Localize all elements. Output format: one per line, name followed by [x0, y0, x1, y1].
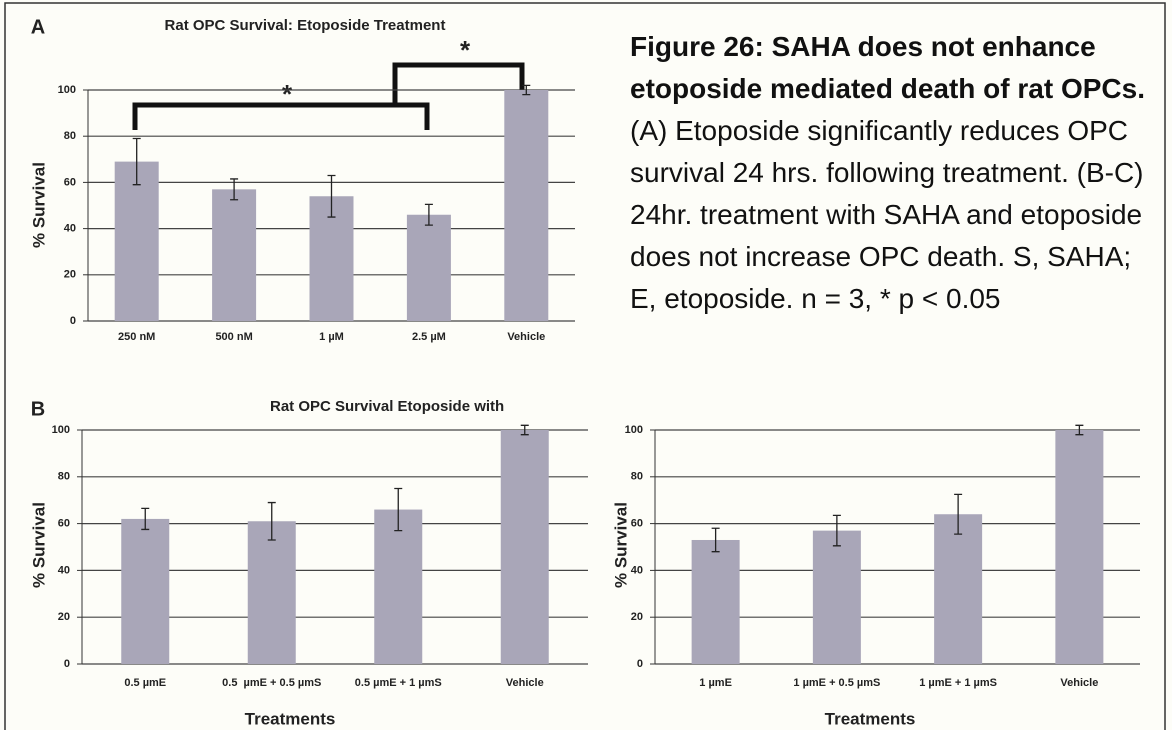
x-tick-label: 0.5 µmE: [124, 677, 166, 689]
caption: Figure 26: SAHA does not enhance etoposi…: [630, 26, 1160, 320]
error-bar: [230, 178, 239, 201]
error-bar: [424, 203, 433, 226]
bar: [500, 430, 549, 664]
frame: [4, 2, 1166, 730]
y-tick-label: 40: [64, 223, 76, 235]
y-tick-label: 100: [52, 424, 70, 436]
panel-label: B: [31, 398, 45, 420]
error-bar: [141, 507, 150, 531]
bar: [121, 518, 170, 664]
y-tick-label: 20: [64, 269, 76, 281]
x-tick-label: Vehicle: [506, 677, 544, 689]
bar: [504, 90, 549, 321]
bar: [212, 189, 257, 321]
error-bar: [520, 424, 529, 436]
bar: [247, 521, 296, 664]
annotation: *: [460, 35, 471, 65]
x-axis-label: Treatments: [245, 709, 336, 728]
x-tick-label: 250 nM: [118, 331, 155, 343]
x-tick-label: 1 µmE + 1 µmS: [919, 677, 997, 689]
bar: [114, 161, 159, 321]
caption-text: (A) Etoposide significantly reduces OPC …: [630, 115, 1144, 314]
error-bar: [267, 501, 276, 541]
error-bar: [954, 493, 963, 535]
y-tick-label: 0: [637, 658, 643, 670]
bar: [1055, 430, 1104, 664]
x-tick-label: Vehicle: [1060, 677, 1098, 689]
error-bar: [832, 514, 841, 547]
x-tick-label: 1 µmE + 0.5 µmS: [793, 677, 880, 689]
error-bar: [327, 174, 336, 218]
x-tick-label: 0.5 µmE + 0.5 µmS: [222, 677, 321, 689]
y-tick-label: 40: [631, 564, 643, 576]
y-tick-label: 60: [58, 518, 70, 530]
y-tick-label: 80: [58, 471, 70, 483]
y-tick-label: 20: [631, 611, 643, 623]
bar: [812, 530, 861, 664]
y-tick-label: 80: [64, 130, 76, 142]
bar: [691, 539, 740, 664]
x-tick-label: 1 µM: [319, 331, 344, 343]
error-bar: [711, 527, 720, 553]
y-tick-label: 80: [631, 471, 643, 483]
y-tick-label: 0: [70, 315, 76, 327]
caption-heading: Figure 26: SAHA does not enhance etoposi…: [630, 31, 1145, 104]
panel-label: A: [31, 16, 45, 38]
x-tick-label: 2.5 µM: [412, 331, 446, 343]
y-tick-label: 60: [631, 518, 643, 530]
chart-title: Rat OPC Survival Etoposide with: [270, 398, 504, 415]
y-tick-label: 0: [64, 658, 70, 670]
error-bar: [132, 137, 141, 186]
annotation: *: [282, 79, 293, 109]
y-axis-label: % Survival: [29, 162, 48, 248]
y-tick-label: 100: [58, 84, 76, 96]
y-tick-label: 60: [64, 176, 76, 188]
bar: [374, 509, 423, 664]
y-tick-label: 100: [625, 424, 643, 436]
x-axis-label: Treatments: [825, 709, 916, 728]
x-tick-label: Vehicle: [507, 331, 545, 343]
y-tick-label: 40: [58, 564, 70, 576]
error-bar: [522, 84, 531, 96]
y-axis-label: % Survival: [29, 502, 48, 588]
x-tick-label: 500 nM: [215, 331, 252, 343]
y-tick-label: 20: [58, 611, 70, 623]
bar: [406, 214, 451, 321]
x-tick-label: 0.5 µmE + 1 µmS: [355, 677, 442, 689]
y-axis-label: % Survival: [611, 502, 630, 588]
x-tick-label: 1 µmE: [699, 677, 732, 689]
chart-title: Rat OPC Survival: Etoposide Treatment: [165, 17, 446, 34]
significance-bracket: [132, 62, 525, 130]
error-bar: [394, 487, 403, 532]
bar: [934, 514, 983, 664]
error-bar: [1075, 424, 1084, 436]
